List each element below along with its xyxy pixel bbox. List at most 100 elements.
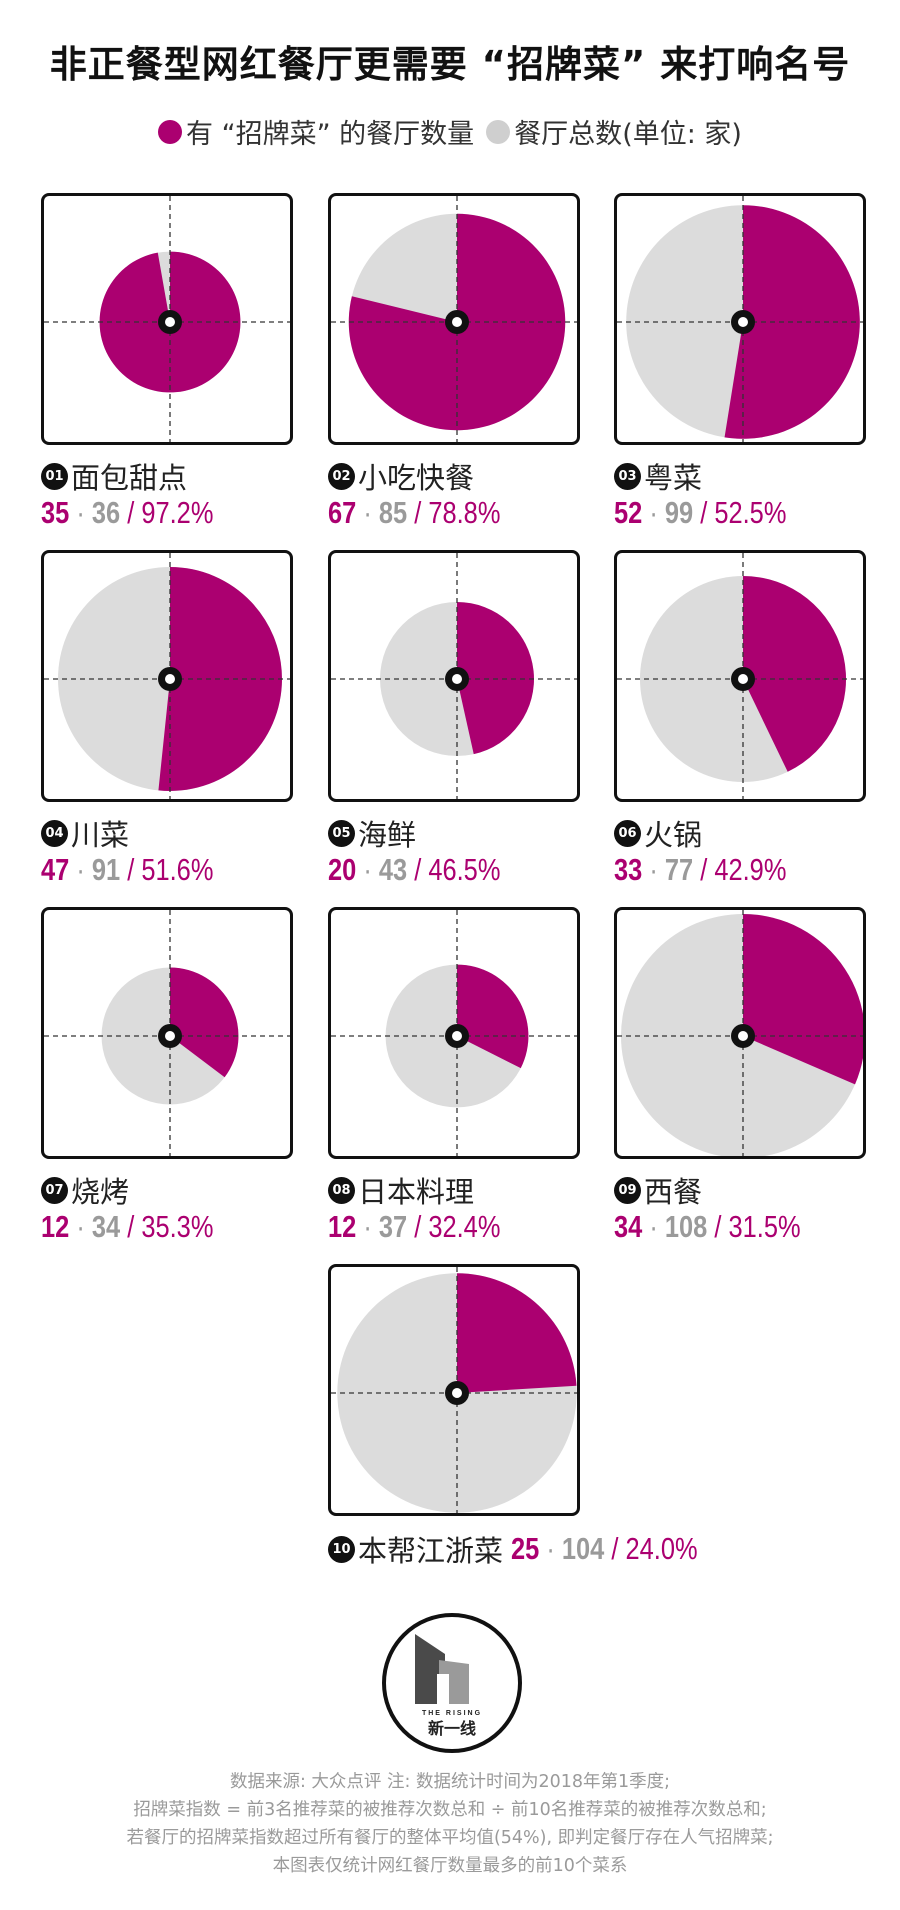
center-marker-inner bbox=[452, 317, 462, 327]
rank-badge: 10 bbox=[328, 1535, 355, 1563]
signature-count: 67 bbox=[328, 495, 357, 530]
separator-dot: · bbox=[642, 495, 665, 530]
total-count: 36 bbox=[91, 495, 121, 530]
category-label-06: 06 火锅 bbox=[614, 812, 702, 854]
signature-count: 34 bbox=[614, 1209, 643, 1244]
total-count: 37 bbox=[378, 1209, 408, 1244]
rank-badge: 09 bbox=[614, 1176, 641, 1204]
chart-title: 非正餐型网红餐厅更需要 “招牌菜” 来打响名号 bbox=[49, 43, 851, 86]
separator-slash: / bbox=[120, 1209, 142, 1244]
legend-swatch-total bbox=[486, 119, 511, 144]
category-name: 烧烤 bbox=[71, 1175, 130, 1209]
rank-badge: 05 bbox=[328, 819, 355, 847]
total-count: 43 bbox=[378, 852, 408, 887]
category-label-07: 07 烧烤 bbox=[41, 1169, 129, 1211]
separator-slash: / bbox=[407, 1209, 429, 1244]
pie-panel-06 bbox=[614, 550, 866, 802]
pie-slice-signature-10 bbox=[457, 1273, 577, 1393]
signature-count: 12 bbox=[41, 1209, 70, 1244]
legend-label-total: 餐厅总数 bbox=[514, 119, 623, 150]
separator-slash: / bbox=[407, 495, 429, 530]
signature-count: 47 bbox=[41, 852, 70, 887]
category-name: 小吃快餐 bbox=[358, 461, 475, 495]
category-name: 海鲜 bbox=[358, 818, 417, 852]
total-count: 77 bbox=[664, 852, 694, 887]
separator-dot: · bbox=[69, 1209, 92, 1244]
center-marker-inner bbox=[452, 674, 462, 684]
pie-slice-signature-09 bbox=[743, 914, 863, 1085]
category-label-08: 08 日本料理 bbox=[328, 1169, 474, 1211]
pie-slice-signature-08 bbox=[457, 964, 529, 1069]
stats-08: 12 · 37 / 32.4% bbox=[328, 1209, 500, 1245]
pie-panel-08 bbox=[328, 907, 580, 1159]
stats-01: 35 · 36 / 97.2% bbox=[41, 495, 213, 531]
category-label-05: 05 海鲜 bbox=[328, 812, 416, 854]
stats-06: 33 · 77 / 42.9% bbox=[614, 852, 786, 888]
rank-badge: 02 bbox=[328, 462, 355, 490]
total-count: 104 bbox=[561, 1531, 605, 1566]
separator-dot: · bbox=[356, 495, 379, 530]
separator-slash: / bbox=[120, 852, 142, 887]
signature-count: 52 bbox=[614, 495, 643, 530]
center-marker-inner bbox=[452, 1031, 462, 1041]
pie-svg-07 bbox=[44, 910, 290, 1156]
rank-badge: 04 bbox=[41, 819, 68, 847]
logo-name: 新一线 bbox=[428, 1719, 476, 1738]
pie-panel-05 bbox=[328, 550, 580, 802]
percent-value: 52.5% bbox=[714, 495, 787, 530]
pie-panel-02 bbox=[328, 193, 580, 445]
pie-panel-07 bbox=[41, 907, 293, 1159]
footer-notes: 数据来源: 大众点评 注: 数据统计时间为2018年第1季度; 招牌菜指数 = … bbox=[0, 1768, 900, 1880]
total-count: 85 bbox=[378, 495, 408, 530]
pie-slice-signature-07 bbox=[170, 967, 239, 1078]
stats-03: 52 · 99 / 52.5% bbox=[614, 495, 786, 531]
percent-value: 35.3% bbox=[141, 1209, 214, 1244]
category-name: 本帮江浙菜 bbox=[358, 1534, 504, 1568]
separator-dot: · bbox=[69, 852, 92, 887]
signature-count: 33 bbox=[614, 852, 643, 887]
footer-line-2: 招牌菜指数 = 前3名推荐菜的被推荐次数总和 ÷ 前10名推荐菜的被推荐次数总和… bbox=[133, 1800, 767, 1820]
footer-line-4: 本图表仅统计网红餐厅数量最多的前10个菜系 bbox=[272, 1856, 628, 1876]
logo-tagline: THE RISING bbox=[422, 1710, 482, 1717]
separator-slash: / bbox=[693, 495, 715, 530]
percent-value: 51.6% bbox=[141, 852, 214, 887]
category-label-10: 10 本帮江浙菜 bbox=[328, 1528, 503, 1570]
pie-svg-09 bbox=[617, 910, 863, 1156]
stats-10: 25 · 104 / 24.0% bbox=[511, 1531, 698, 1567]
percent-value: 97.2% bbox=[141, 495, 214, 530]
stats-09: 34 · 108 / 31.5% bbox=[614, 1209, 801, 1245]
category-label-01: 01 面包甜点 bbox=[41, 455, 187, 497]
signature-count: 12 bbox=[328, 1209, 357, 1244]
rank-badge: 07 bbox=[41, 1176, 68, 1204]
separator-dot: · bbox=[642, 1209, 665, 1244]
pie-panel-10 bbox=[328, 1264, 580, 1516]
separator-slash: / bbox=[407, 852, 429, 887]
center-marker-inner bbox=[165, 317, 175, 327]
separator-dot: · bbox=[642, 852, 665, 887]
logo-building-door bbox=[437, 1674, 449, 1704]
center-marker-inner bbox=[165, 674, 175, 684]
separator-dot: · bbox=[539, 1531, 562, 1566]
legend-item-total: 餐厅总数 (单位: 家) bbox=[486, 112, 742, 151]
pie-svg-05 bbox=[331, 553, 577, 799]
center-marker-inner bbox=[738, 1031, 748, 1041]
total-count: 99 bbox=[664, 495, 694, 530]
pie-svg-10 bbox=[331, 1267, 577, 1513]
pie-panel-09 bbox=[614, 907, 866, 1159]
footer-line-3: 若餐厅的招牌菜指数超过所有餐厅的整体平均值(54%), 即判定餐厅存在人气招牌菜… bbox=[126, 1828, 774, 1848]
percent-value: 46.5% bbox=[428, 852, 501, 887]
category-label-04: 04 川菜 bbox=[41, 812, 129, 854]
pie-svg-08 bbox=[331, 910, 577, 1156]
rank-badge: 03 bbox=[614, 462, 641, 490]
category-name: 面包甜点 bbox=[71, 461, 188, 495]
category-label-03: 03 粤菜 bbox=[614, 455, 702, 497]
stats-05: 20 · 43 / 46.5% bbox=[328, 852, 500, 888]
pie-panel-03 bbox=[614, 193, 866, 445]
percent-value: 31.5% bbox=[728, 1209, 801, 1244]
footer-line-1: 数据来源: 大众点评 注: 数据统计时间为2018年第1季度; bbox=[229, 1772, 671, 1792]
pie-svg-01 bbox=[44, 196, 290, 442]
category-name: 西餐 bbox=[644, 1175, 703, 1209]
stats-02: 67 · 85 / 78.8% bbox=[328, 495, 500, 531]
total-count: 34 bbox=[91, 1209, 121, 1244]
pie-panel-01 bbox=[41, 193, 293, 445]
